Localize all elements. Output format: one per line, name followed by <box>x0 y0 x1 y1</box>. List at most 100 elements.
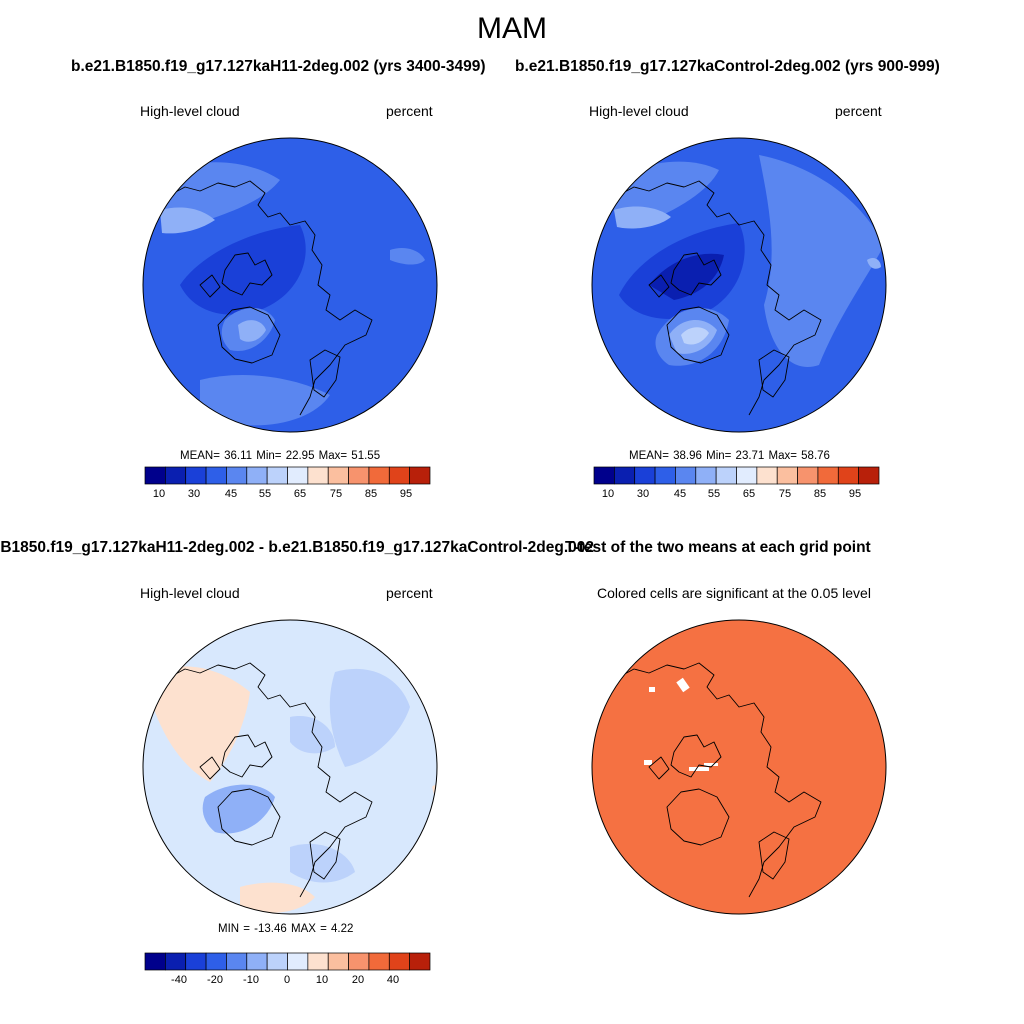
panel2-cbar-tick: 30 <box>636 488 650 500</box>
panel4-coastline-greenland <box>666 788 730 846</box>
colorbar-swatch <box>409 466 431 485</box>
panel1-cbar-tick: 75 <box>329 488 343 500</box>
colorbar-swatch <box>165 952 187 971</box>
panel1-field-contour-lightest <box>160 207 215 234</box>
colorbar-swatch <box>287 466 309 485</box>
panel1-coastline-scandinavia <box>309 349 341 398</box>
colorbar-swatch <box>246 466 268 485</box>
panel4-significance-field <box>592 620 886 914</box>
panel1-cbar-tick: 95 <box>399 488 413 500</box>
panel2-field-contour-lighter <box>759 155 884 367</box>
panel1-variable-label: High-level cloud <box>140 103 240 119</box>
colorbar-swatch <box>165 466 187 485</box>
figure-title: MAM <box>477 12 547 45</box>
panel4-polar-map <box>591 619 887 915</box>
colorbar-swatch <box>736 466 758 485</box>
panel4-coastline-arctic-islands <box>648 734 722 780</box>
panel4-significance-label: Colored cells are significant at the 0.0… <box>597 585 871 601</box>
colorbar-swatch <box>307 466 329 485</box>
panel4-insignificant-cell <box>689 767 709 771</box>
panel3-field-negative-center <box>290 716 335 754</box>
panel4-map-border <box>591 619 887 915</box>
panel1-cbar-tick: 55 <box>258 488 272 500</box>
colorbar-swatch <box>348 466 370 485</box>
panel3-cbar-tick: 0 <box>283 974 291 986</box>
panel3-cbar-tick: 40 <box>386 974 400 986</box>
panel1-field-contour-south <box>200 375 330 426</box>
panel4-insignificant-cell <box>649 687 655 692</box>
panel1-coastline <box>169 180 373 416</box>
panel3-field-positive-west <box>145 666 250 782</box>
panel3-coastline-arctic-islands <box>199 734 273 780</box>
panel2-coastline <box>618 180 822 416</box>
panel1-cbar-tick: 65 <box>293 488 307 500</box>
panel2-units-label: percent <box>835 103 882 119</box>
panel2-coastline-greenland <box>666 306 730 364</box>
colorbar-swatch <box>409 952 431 971</box>
panel1-field-contour-greenland-high <box>238 320 266 342</box>
colorbar-swatch <box>205 466 227 485</box>
panel3-cbar-tick: 20 <box>351 974 365 986</box>
colorbar-swatch <box>634 466 656 485</box>
colorbar-swatch <box>797 466 819 485</box>
panel2-polar-map <box>591 137 887 433</box>
panel3-coastline-scandinavia <box>309 831 341 880</box>
panel4-insignificant-cell <box>644 760 652 765</box>
colorbar-swatch <box>266 952 288 971</box>
panel2-stats: MEAN= 38.96 Min= 23.71 Max= 58.76 <box>629 450 830 462</box>
panel2-field-contour-east <box>867 257 881 269</box>
panel1-colorbar <box>144 466 431 485</box>
panel3-cbar-tick: 10 <box>315 974 329 986</box>
panel2-coastline-arctic-islands <box>648 252 722 298</box>
panel3-colorbar <box>144 952 431 971</box>
colorbar-swatch <box>185 952 207 971</box>
colorbar-swatch <box>817 466 839 485</box>
panel3-colorbar-labels: -40 -20 -10 0 10 20 40 <box>145 974 430 988</box>
panel1-units-label: percent <box>386 103 433 119</box>
colorbar-swatch <box>348 952 370 971</box>
panel3-cbar-tick: -10 <box>243 974 259 986</box>
panel4-header: T-test of the two means at each grid poi… <box>565 539 871 556</box>
colorbar-swatch <box>205 952 227 971</box>
panel3-map-border <box>142 619 438 915</box>
colorbar-swatch <box>388 952 410 971</box>
colorbar-swatch <box>368 952 390 971</box>
panel2-colorbar <box>593 466 880 485</box>
panel3-cbar-tick: -40 <box>171 974 187 986</box>
panel2-cbar-tick: 95 <box>848 488 862 500</box>
panel3-stats: MIN = -13.46 MAX = 4.22 <box>218 923 354 935</box>
colorbar-swatch <box>226 952 248 971</box>
colorbar-swatch <box>246 952 268 971</box>
colorbar-swatch <box>858 466 880 485</box>
colorbar-swatch <box>593 466 615 485</box>
panel3-field-negative-east <box>329 668 410 767</box>
colorbar-swatch <box>307 952 329 971</box>
panel2-header: b.e21.B1850.f19_g17.127kaControl-2deg.00… <box>515 58 940 75</box>
panel1-field-contour-east <box>390 248 425 265</box>
panel2-cbar-tick: 65 <box>742 488 756 500</box>
panel1-map-border <box>142 137 438 433</box>
colorbar-swatch <box>287 952 309 971</box>
panel2-cbar-tick: 75 <box>778 488 792 500</box>
colorbar-swatch <box>144 466 166 485</box>
panel4-coastline <box>618 662 822 898</box>
panel1-stats: MEAN= 36.11 Min= 22.95 Max= 51.55 <box>180 450 381 462</box>
panel1-cbar-tick: 85 <box>364 488 378 500</box>
panel2-cbar-tick: 10 <box>601 488 615 500</box>
panel2-coastline-scandinavia <box>758 349 790 398</box>
panel3-polar-map <box>142 619 438 915</box>
panel2-field-contour-greenland-high <box>681 327 709 345</box>
panel3-coastline-greenland <box>217 788 281 846</box>
panel2-variable-label: High-level cloud <box>589 103 689 119</box>
colorbar-swatch <box>756 466 778 485</box>
colorbar-swatch <box>715 466 737 485</box>
colorbar-swatch <box>654 466 676 485</box>
panel2-cbar-tick: 45 <box>673 488 687 500</box>
panel4-insignificant-cell <box>704 763 718 766</box>
colorbar-swatch <box>144 952 166 971</box>
panel1-colorbar-labels: 10 30 45 55 65 75 85 95 <box>145 488 430 502</box>
panel3-units-label: percent <box>386 585 433 601</box>
panel1-cbar-tick: 45 <box>224 488 238 500</box>
panel1-coastline-greenland <box>217 306 281 364</box>
colorbar-swatch <box>185 466 207 485</box>
